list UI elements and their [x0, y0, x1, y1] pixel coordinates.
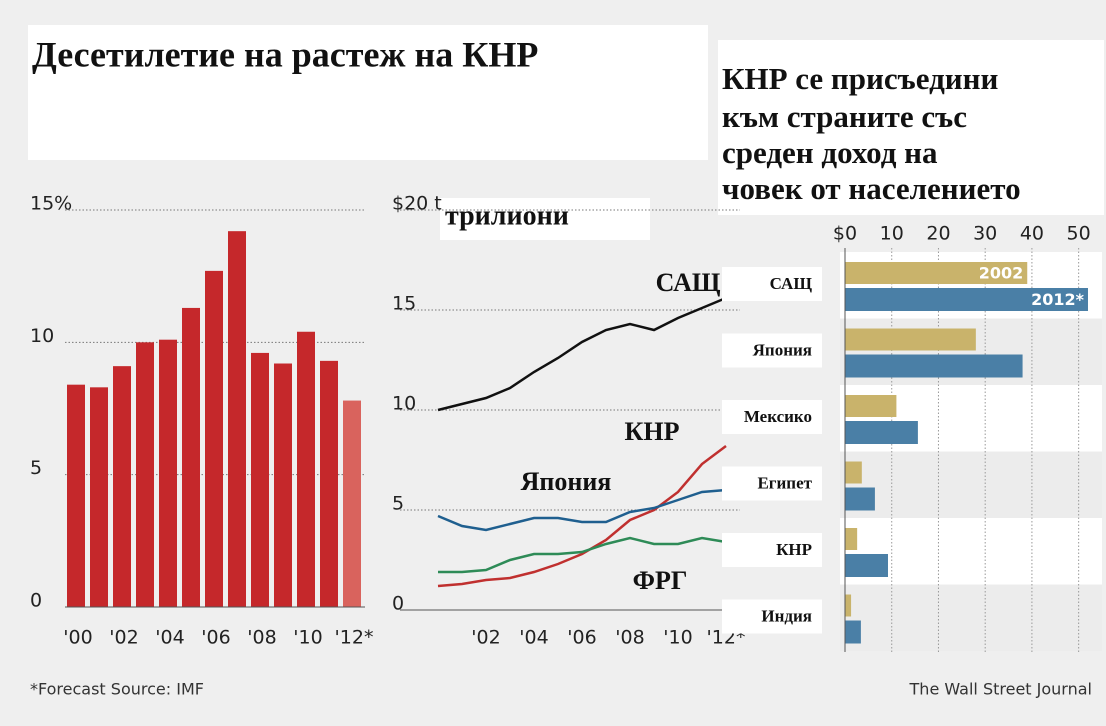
x-tick-label: 10 [880, 223, 904, 245]
y-tick-label: 0 [392, 593, 404, 615]
label-box [722, 533, 822, 567]
line [437, 488, 727, 532]
y-tick-label: 15% [30, 193, 72, 215]
title-box [718, 40, 1104, 215]
bar [845, 395, 897, 417]
bar [845, 461, 862, 484]
y-tick-label: 10 [30, 325, 54, 347]
bar [343, 400, 361, 607]
y-tick-label: Египет [757, 473, 812, 492]
label-box [722, 267, 822, 301]
title-box [440, 198, 650, 240]
x-tick-label: '08 [615, 627, 644, 649]
footnote: *Forecast Source: IMF [30, 680, 204, 699]
y-tick-label: 15 [392, 293, 416, 315]
bar [274, 363, 292, 607]
series-label: КНР [625, 417, 680, 446]
y-tick-label: 5 [392, 493, 404, 515]
panel-title: човек от населението [722, 171, 1021, 206]
bar [845, 620, 861, 644]
bar [228, 231, 246, 607]
publisher: The Wall Street Journal [909, 680, 1092, 699]
label-box [722, 333, 822, 368]
panel-title: към страните със [722, 99, 967, 134]
bar [845, 262, 1028, 284]
line [437, 296, 727, 412]
y-tick-label: $20 t [392, 193, 442, 215]
bar [90, 387, 108, 607]
y-tick-label: 5 [30, 457, 42, 479]
bar [845, 487, 875, 511]
x-tick-label: 20 [926, 223, 950, 245]
line [438, 536, 727, 574]
label-box [722, 599, 822, 634]
x-tick-label: '02 [471, 627, 500, 649]
bar [845, 288, 1088, 311]
bar [182, 307, 200, 607]
x-tick-label: '02 [109, 627, 138, 649]
bar [113, 366, 131, 607]
bar [845, 421, 918, 444]
row-band [840, 584, 1102, 651]
x-tick-label: '10 [293, 627, 322, 649]
bar [205, 270, 223, 607]
panel-title: трилиони [445, 200, 569, 231]
x-tick-label: '06 [567, 627, 596, 649]
panel-title: КНР се присъедини [722, 61, 998, 96]
bar [845, 328, 976, 351]
y-tick-label: Мексико [744, 407, 812, 426]
panel-title: среден доход на [722, 135, 938, 170]
title-box [28, 25, 708, 160]
bar [845, 354, 1023, 378]
legend-label: 2012* [1031, 290, 1085, 309]
x-tick-label: 50 [1067, 223, 1091, 245]
bar [159, 339, 177, 607]
label-box [722, 400, 822, 434]
series-label: ФРГ [633, 566, 688, 595]
series-label: САЩ [656, 268, 721, 297]
x-tick-label: '06 [201, 627, 230, 649]
series-label: Япония [521, 467, 612, 496]
y-tick-label: Индия [761, 606, 812, 625]
legend-label: 2002 [979, 264, 1024, 283]
x-tick-label: $0 [833, 223, 857, 245]
y-tick-label: Япония [753, 340, 812, 359]
x-tick-label: '12* [335, 627, 374, 649]
x-tick-label: '04 [519, 627, 548, 649]
bar [251, 352, 269, 607]
x-tick-label: '00 [63, 627, 92, 649]
y-tick-label: 0 [30, 590, 42, 612]
x-tick-label: 30 [973, 223, 997, 245]
line [437, 445, 727, 588]
label-box [722, 466, 822, 501]
y-tick-label: САЩ [770, 274, 813, 293]
x-tick-label: '10 [663, 627, 692, 649]
bar [67, 384, 85, 607]
x-tick-label: '04 [155, 627, 184, 649]
bar [845, 594, 852, 617]
bar [845, 554, 888, 577]
y-tick-label: 10 [392, 393, 416, 415]
bar [320, 360, 338, 607]
bar [297, 331, 315, 607]
x-tick-label: 40 [1020, 223, 1044, 245]
y-tick-label: КНР [776, 540, 812, 559]
bar [845, 528, 858, 550]
bar [136, 342, 154, 607]
chart-title: Десетилетие на растеж на КНР [32, 34, 538, 74]
x-tick-label: '08 [247, 627, 276, 649]
row-band [840, 451, 1102, 518]
